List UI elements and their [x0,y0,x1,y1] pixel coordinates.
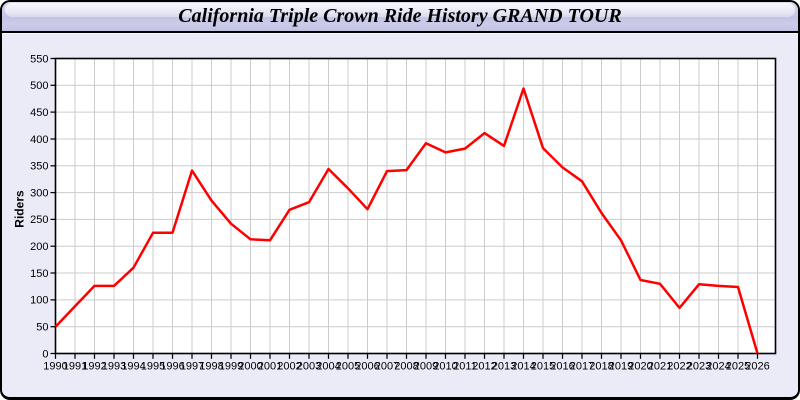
svg-text:50: 50 [36,322,48,334]
svg-text:2011: 2011 [453,361,477,373]
svg-text:250: 250 [30,214,48,226]
svg-text:500: 500 [30,80,48,92]
svg-text:2024: 2024 [706,361,730,373]
svg-text:2005: 2005 [336,361,360,373]
svg-text:200: 200 [30,241,48,253]
svg-text:2017: 2017 [570,361,594,373]
svg-text:2026: 2026 [745,361,769,373]
svg-text:2018: 2018 [589,361,613,373]
svg-text:2001: 2001 [258,361,282,373]
svg-text:2000: 2000 [238,361,262,373]
svg-text:1995: 1995 [141,361,165,373]
svg-text:450: 450 [30,107,48,119]
svg-text:100: 100 [30,295,48,307]
svg-text:2009: 2009 [414,361,438,373]
svg-text:2008: 2008 [394,361,418,373]
svg-text:1994: 1994 [121,361,145,373]
svg-text:2010: 2010 [433,361,457,373]
svg-text:2006: 2006 [355,361,379,373]
svg-text:550: 550 [30,53,48,65]
svg-text:1991: 1991 [63,361,87,373]
svg-text:1999: 1999 [219,361,243,373]
svg-text:2014: 2014 [511,361,535,373]
svg-text:2002: 2002 [277,361,301,373]
svg-text:Riders: Riders [13,190,27,228]
svg-text:2004: 2004 [316,361,340,373]
svg-text:2016: 2016 [550,361,574,373]
svg-text:2003: 2003 [297,361,321,373]
svg-text:1992: 1992 [82,361,106,373]
svg-text:2022: 2022 [667,361,691,373]
svg-text:2012: 2012 [472,361,496,373]
svg-text:1996: 1996 [160,361,184,373]
svg-text:400: 400 [30,134,48,146]
svg-text:2023: 2023 [687,361,711,373]
svg-text:2021: 2021 [648,361,672,373]
svg-text:1990: 1990 [43,361,67,373]
svg-text:1997: 1997 [180,361,204,373]
svg-text:300: 300 [30,187,48,199]
svg-text:0: 0 [42,348,48,360]
svg-text:2025: 2025 [726,361,750,373]
svg-text:2019: 2019 [609,361,633,373]
svg-text:2015: 2015 [531,361,555,373]
svg-text:2020: 2020 [628,361,652,373]
svg-text:150: 150 [30,268,48,280]
svg-text:1993: 1993 [102,361,126,373]
svg-text:2013: 2013 [492,361,516,373]
svg-text:2007: 2007 [375,361,399,373]
svg-text:350: 350 [30,161,48,173]
svg-text:1998: 1998 [199,361,223,373]
